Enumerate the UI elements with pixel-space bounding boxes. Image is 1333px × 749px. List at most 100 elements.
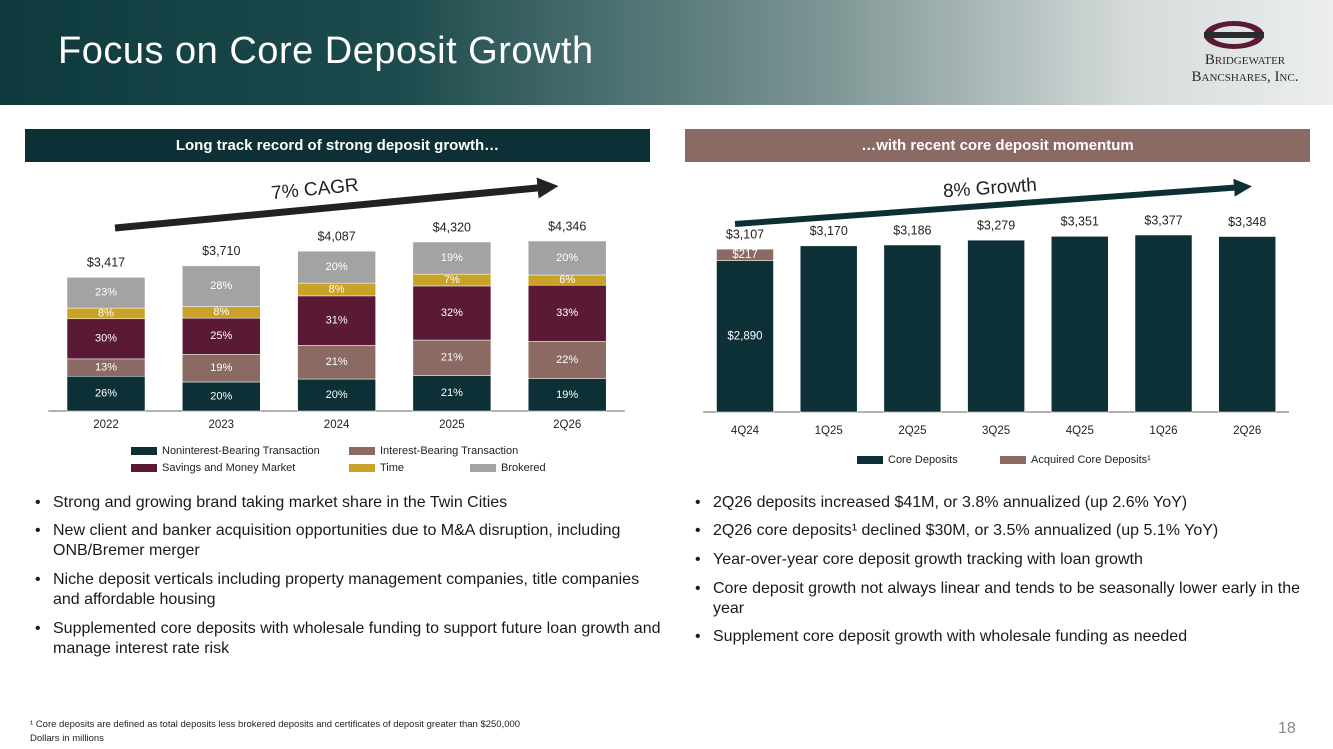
bar-segment (297, 378, 376, 412)
x-tick-label: 2025 (439, 419, 465, 431)
data-label: $2,890 (727, 330, 762, 342)
total-label: $3,107 (726, 227, 764, 241)
bullet: New client and banker acquisition opport… (35, 521, 663, 561)
legend-swatch (131, 447, 157, 455)
legend-label: Savings and Money Market (162, 462, 295, 474)
total-label: $3,377 (1144, 213, 1182, 227)
data-label: 23% (95, 287, 117, 299)
annotation: 8% Growth (942, 175, 1037, 203)
data-label: 21% (441, 387, 463, 399)
bar-segment (1134, 234, 1193, 413)
total-label: $4,087 (317, 229, 355, 243)
total-label: $3,417 (87, 256, 125, 270)
x-tick-label: 2Q26 (553, 419, 581, 431)
logo-line: Bancshares, Inc. (1191, 69, 1299, 85)
data-label: 20% (326, 389, 348, 401)
bar-segment (66, 277, 146, 309)
data-label: 19% (210, 362, 232, 374)
legend-swatch (1000, 456, 1026, 464)
x-tick-label: 2024 (324, 419, 350, 431)
data-label: 8% (329, 283, 345, 295)
legend-label: Interest-Bearing Transaction (380, 445, 518, 457)
bar-segment (182, 354, 261, 383)
bar-segment (182, 265, 261, 307)
bullet: 2Q26 core deposits¹ declined $30M, or 3.… (695, 521, 1323, 541)
bar-segment (66, 375, 146, 412)
bar-segment (716, 248, 774, 261)
bar-segment (182, 381, 261, 412)
data-label: $217 (732, 249, 758, 261)
growth-arrow (114, 177, 559, 232)
x-tick-label: 2Q26 (1233, 425, 1261, 437)
bar-segment (716, 260, 774, 413)
footnote: ¹ Core deposits are defined as total dep… (30, 719, 521, 730)
bullet: Niche deposit verticals including proper… (35, 570, 663, 610)
total-label: $3,348 (1228, 215, 1266, 229)
bar-segment (66, 318, 146, 360)
x-tick-label: 2022 (93, 419, 119, 431)
x-tick-label: 4Q25 (1066, 425, 1094, 437)
bar-segment (967, 239, 1025, 413)
bar-segment (883, 244, 942, 413)
bar-segment (297, 345, 376, 380)
x-tick-label: 3Q25 (982, 425, 1010, 437)
bullet: 2Q26 deposits increased $41M, or 3.8% an… (695, 493, 1323, 513)
bar-segment (527, 341, 607, 379)
data-label: 22% (556, 354, 578, 366)
bar-segment (182, 317, 261, 355)
data-label: 30% (95, 333, 117, 345)
legend-swatch (349, 464, 375, 472)
data-label: 20% (326, 261, 348, 273)
total-label: $3,710 (202, 244, 240, 258)
legend-label: Core Deposits (888, 454, 958, 466)
data-label: 8% (98, 307, 114, 319)
legend-label: Time (380, 462, 404, 474)
x-tick-label: 1Q25 (815, 425, 843, 437)
logo-icon (1204, 21, 1264, 49)
bullet: Core deposit growth not always linear an… (695, 579, 1323, 619)
data-label: 19% (441, 252, 463, 264)
annotation: 7% CAGR (270, 175, 359, 204)
legend-swatch (470, 464, 496, 472)
x-tick-label: 1Q26 (1149, 425, 1177, 437)
legend-label: Acquired Core Deposits¹ (1031, 454, 1151, 466)
legend-swatch (131, 464, 157, 472)
data-label: 21% (441, 352, 463, 364)
logo-text: Bridgewater Bancshares, Inc. (1180, 52, 1310, 86)
bar-segment (1051, 236, 1109, 413)
data-label: 25% (210, 330, 232, 342)
data-label: 19% (556, 389, 578, 401)
bar-segment (527, 240, 607, 276)
legend-swatch (349, 447, 375, 455)
bar-segment (412, 241, 492, 275)
bar-segment (799, 245, 858, 413)
legend-label: Noninterest-Bearing Transaction (162, 445, 320, 457)
bar-segment (412, 339, 492, 376)
data-label: 8% (213, 306, 229, 318)
x-tick-label: 2Q25 (898, 425, 926, 437)
page-number: 18 (1278, 720, 1296, 737)
header-band (0, 0, 1333, 105)
bullet: Supplemented core deposits with wholesal… (35, 619, 663, 659)
bar-segment (412, 375, 492, 412)
logo-line: Bridgewater (1204, 52, 1286, 68)
bullet: Supplement core deposit growth with whol… (695, 627, 1323, 647)
data-label: 20% (210, 390, 232, 402)
legend-label: Brokered (501, 462, 546, 474)
data-label: 28% (210, 280, 232, 292)
total-label: $3,186 (893, 223, 931, 237)
bar-segment (297, 295, 376, 346)
legend-swatch (857, 456, 883, 464)
bullet: Strong and growing brand taking market s… (35, 493, 663, 513)
total-label: $3,351 (1061, 215, 1099, 229)
total-label: $3,279 (977, 218, 1015, 232)
total-label: $4,320 (433, 220, 471, 234)
total-label: $4,346 (548, 219, 586, 233)
panel-heading: …with recent core deposit momentum (685, 129, 1310, 162)
data-label: 32% (441, 307, 463, 319)
panel-heading: Long track record of strong deposit grow… (25, 129, 650, 162)
data-label: 33% (556, 307, 578, 319)
data-label: 20% (556, 252, 578, 264)
